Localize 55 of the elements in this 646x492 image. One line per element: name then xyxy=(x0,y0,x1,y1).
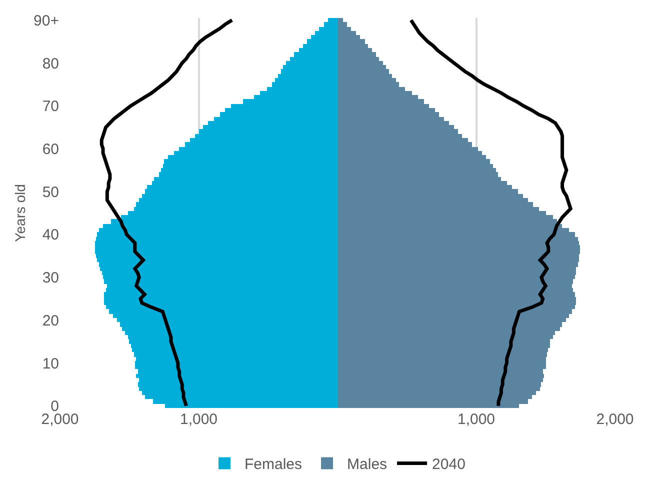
y-axis-title: Years old xyxy=(12,184,28,242)
bar xyxy=(338,262,578,267)
bar xyxy=(338,172,498,177)
bar xyxy=(338,292,575,297)
bar xyxy=(338,309,572,314)
bar xyxy=(120,322,338,327)
bar xyxy=(338,52,376,57)
bar xyxy=(164,159,338,164)
legend-label: 2040 xyxy=(432,456,466,474)
bar xyxy=(97,232,338,237)
bar xyxy=(338,399,528,404)
bar xyxy=(338,22,347,27)
x-tick-label: 2,000 xyxy=(41,411,79,428)
bar xyxy=(338,232,575,237)
bar xyxy=(136,202,338,207)
y-tick-label: 40 xyxy=(42,226,59,244)
y-tick-label: 30 xyxy=(42,270,59,287)
y-tick-label: 10 xyxy=(42,355,59,372)
bar xyxy=(338,322,562,327)
bar xyxy=(138,382,338,387)
bar xyxy=(338,159,490,164)
bar xyxy=(338,69,389,74)
legend-label: Males xyxy=(347,456,388,474)
bar xyxy=(134,352,338,357)
bar xyxy=(338,352,547,357)
y-tick-label: 60 xyxy=(42,140,59,158)
x-tick-label: 1,000 xyxy=(180,411,218,428)
bar xyxy=(109,309,338,314)
bar xyxy=(338,129,458,134)
y-tick-label: 80 xyxy=(42,55,59,72)
bar xyxy=(281,69,338,74)
y-tick-label: 50 xyxy=(42,184,59,201)
bar xyxy=(104,279,338,284)
x-tick-label: 2,000 xyxy=(596,411,634,428)
y-tick-label: 20 xyxy=(42,312,59,330)
bar xyxy=(338,249,580,254)
y-tick-label: 90+ xyxy=(34,12,60,30)
bar xyxy=(307,39,338,44)
x-tick-label: 1,000 xyxy=(457,411,496,428)
bar xyxy=(338,31,356,35)
bar xyxy=(199,129,338,134)
legend-label: Females xyxy=(244,456,302,474)
bar xyxy=(338,339,550,344)
bar xyxy=(294,52,338,57)
bar xyxy=(338,369,543,374)
bar xyxy=(338,382,541,387)
bar xyxy=(338,279,573,284)
y-tick-label: 70 xyxy=(42,98,59,116)
bar xyxy=(338,39,365,44)
bar xyxy=(99,262,338,267)
bar xyxy=(145,189,338,194)
bar xyxy=(104,292,338,297)
bar xyxy=(95,249,338,254)
bar xyxy=(129,339,338,344)
bar xyxy=(138,369,338,374)
